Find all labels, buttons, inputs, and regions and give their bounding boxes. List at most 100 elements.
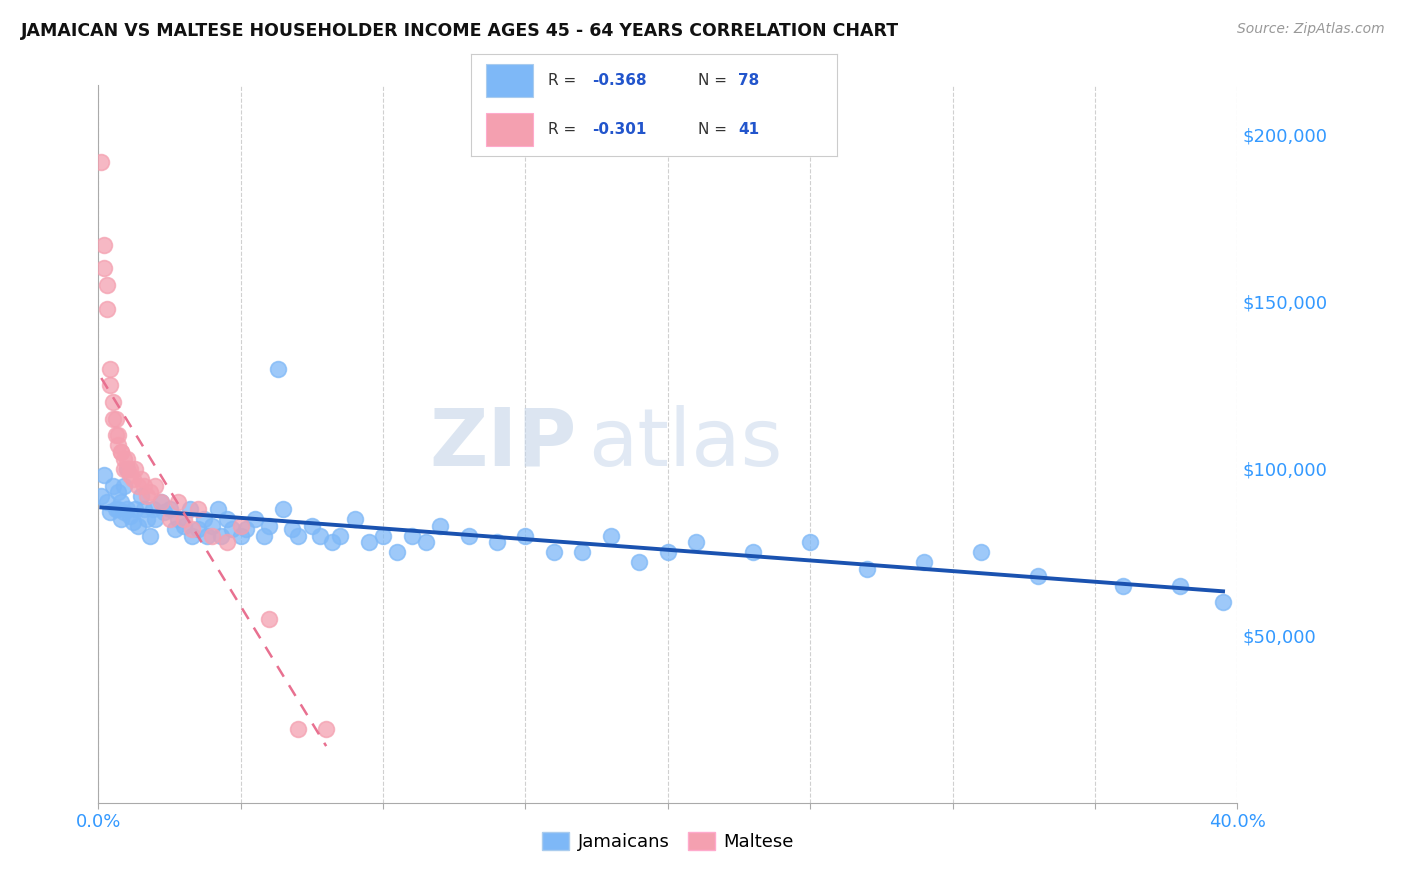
- Point: [1212, 595, 1234, 609]
- Point: [207, 502, 229, 516]
- Point: [115, 502, 138, 516]
- Point: [259, 518, 281, 533]
- Point: [357, 535, 380, 549]
- Point: [165, 522, 187, 536]
- Point: [742, 545, 765, 559]
- Point: [153, 505, 176, 519]
- Point: [96, 278, 118, 293]
- Point: [107, 502, 129, 516]
- Point: [104, 502, 127, 516]
- Point: [287, 723, 309, 737]
- Point: [1026, 568, 1049, 582]
- Point: [181, 522, 204, 536]
- Point: [486, 535, 509, 549]
- Point: [127, 478, 149, 492]
- Point: [387, 545, 409, 559]
- Point: [187, 522, 209, 536]
- Point: [90, 154, 112, 169]
- Text: R =: R =: [548, 122, 581, 137]
- Point: [96, 301, 118, 316]
- Text: -0.368: -0.368: [592, 72, 647, 87]
- Point: [373, 528, 395, 542]
- Point: [132, 502, 155, 516]
- Point: [281, 522, 304, 536]
- Point: [129, 472, 152, 486]
- Point: [235, 522, 257, 536]
- Point: [259, 612, 281, 626]
- Point: [628, 555, 651, 569]
- Point: [221, 522, 243, 536]
- Point: [343, 512, 366, 526]
- Point: [135, 512, 157, 526]
- Point: [90, 489, 112, 503]
- Point: [110, 445, 132, 459]
- Point: [93, 468, 115, 483]
- Text: N =: N =: [697, 72, 731, 87]
- Point: [600, 528, 623, 542]
- Point: [571, 545, 593, 559]
- Point: [121, 515, 143, 529]
- Point: [215, 535, 238, 549]
- Point: [309, 528, 332, 542]
- Point: [98, 505, 121, 519]
- Point: [515, 528, 537, 542]
- Point: [301, 518, 323, 533]
- Point: [112, 462, 135, 476]
- Point: [970, 545, 993, 559]
- Point: [193, 512, 215, 526]
- Text: 78: 78: [738, 72, 759, 87]
- Point: [229, 528, 252, 542]
- Point: [101, 478, 124, 492]
- Point: [115, 451, 138, 466]
- Point: [104, 411, 127, 425]
- Point: [145, 512, 167, 526]
- Point: [1112, 579, 1135, 593]
- Point: [107, 428, 129, 442]
- Point: [112, 505, 135, 519]
- Point: [1170, 579, 1192, 593]
- Text: Source: ZipAtlas.com: Source: ZipAtlas.com: [1237, 22, 1385, 37]
- Point: [115, 462, 138, 476]
- Point: [173, 512, 195, 526]
- Bar: [485, 113, 533, 145]
- Point: [229, 518, 252, 533]
- Point: [150, 495, 173, 509]
- Legend: Jamaicans, Maltese: Jamaicans, Maltese: [534, 824, 801, 858]
- Point: [118, 462, 141, 476]
- Point: [145, 478, 167, 492]
- Point: [135, 489, 157, 503]
- Point: [110, 495, 132, 509]
- Point: [243, 512, 266, 526]
- Point: [93, 261, 115, 276]
- Point: [273, 502, 295, 516]
- Point: [167, 512, 190, 526]
- Point: [138, 528, 160, 542]
- Point: [401, 528, 423, 542]
- Point: [187, 502, 209, 516]
- Point: [912, 555, 935, 569]
- Point: [685, 535, 707, 549]
- Point: [159, 502, 181, 516]
- Point: [98, 378, 121, 392]
- Point: [201, 528, 224, 542]
- Point: [98, 361, 121, 376]
- Point: [181, 528, 204, 542]
- Point: [101, 395, 124, 409]
- Point: [110, 512, 132, 526]
- Point: [321, 535, 343, 549]
- Point: [173, 518, 195, 533]
- Point: [799, 535, 821, 549]
- Point: [167, 495, 190, 509]
- Text: atlas: atlas: [588, 405, 783, 483]
- Point: [195, 528, 218, 542]
- Point: [179, 502, 201, 516]
- Point: [118, 468, 141, 483]
- Point: [141, 502, 163, 516]
- Point: [115, 462, 138, 476]
- Point: [267, 361, 290, 376]
- Point: [657, 545, 679, 559]
- Point: [457, 528, 479, 542]
- Point: [107, 485, 129, 500]
- Point: [329, 528, 352, 542]
- Point: [415, 535, 437, 549]
